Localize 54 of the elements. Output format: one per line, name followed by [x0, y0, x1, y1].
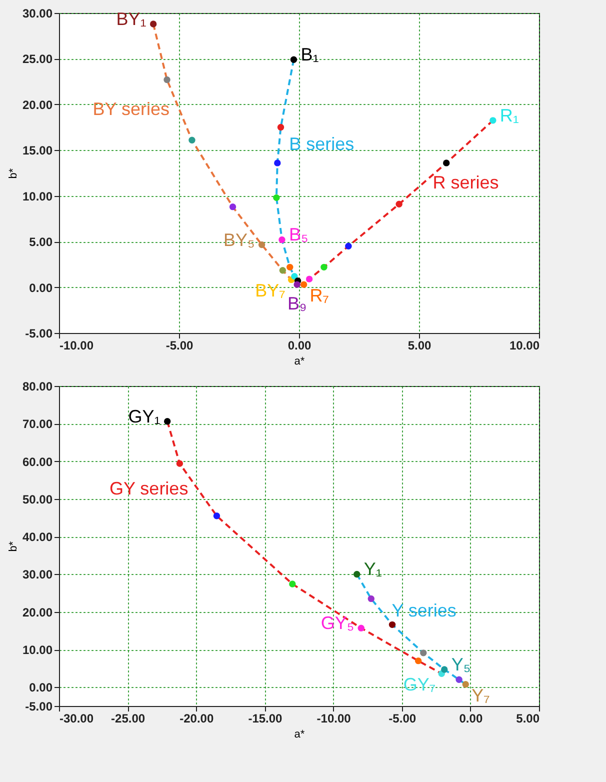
- data-label: BY₁: [116, 8, 146, 29]
- y-tick-label: 25.00: [22, 52, 53, 66]
- series-label: R series: [432, 172, 499, 193]
- x-tick-label: -5.00: [388, 712, 416, 726]
- y-tick-label: 15.00: [22, 144, 53, 158]
- x-tick-label: 10.00: [509, 338, 540, 352]
- y-tick-label: 50.00: [22, 492, 53, 506]
- x-axis-title: a*: [294, 356, 306, 368]
- data-label: BY₅: [224, 230, 255, 250]
- y-tick-label: 20.00: [22, 605, 53, 620]
- y-tick-label: -5.00: [25, 326, 53, 340]
- x-tick-label: -15.00: [248, 712, 283, 726]
- data-label: GY₅: [320, 613, 354, 634]
- data-label: B₉: [288, 294, 307, 314]
- y-tick-label: 60.00: [22, 454, 53, 469]
- y-axis-title: b*: [7, 168, 20, 179]
- series-label: B series: [289, 134, 354, 154]
- y-tick-label: -5.00: [25, 700, 53, 714]
- y-tick-label: 20.00: [22, 98, 53, 112]
- y-tick-label: 80.00: [22, 380, 53, 394]
- data-label: Y₇: [472, 685, 490, 706]
- x-tick-label: 0.00: [459, 712, 483, 726]
- x-tick-label: -25.00: [111, 712, 146, 726]
- y-tick-label: 0.00: [29, 280, 53, 295]
- series-label: GY series: [109, 478, 188, 499]
- data-label: R₁: [500, 105, 519, 126]
- y-tick-label: 10.00: [22, 643, 53, 658]
- data-label: R₇: [310, 286, 329, 306]
- x-axis-title: a*: [294, 728, 306, 740]
- x-tick-label: -10.00: [316, 712, 352, 726]
- data-label: B₁: [300, 44, 319, 65]
- y-tick-label: 70.00: [22, 417, 53, 432]
- x-tick-label: -10.00: [60, 338, 94, 352]
- y-tick-label: 40.00: [22, 530, 53, 544]
- data-label: GY₇: [403, 674, 436, 695]
- x-tick-label: 5.00: [516, 712, 540, 726]
- x-tick-label: 5.00: [408, 338, 432, 352]
- y-tick-label: 5.00: [29, 235, 53, 250]
- data-label: Y₅: [451, 654, 471, 674]
- y-tick-label: 10.00: [22, 189, 53, 204]
- x-tick-label: -30.00: [60, 712, 94, 726]
- y-tick-label: 30.00: [22, 568, 53, 582]
- y-tick-label: 0.00: [29, 680, 53, 695]
- series-label: BY series: [92, 98, 170, 119]
- data-label: GY₁: [128, 406, 160, 426]
- data-label: BY₇: [255, 280, 286, 301]
- series-label: Y series: [392, 600, 456, 621]
- data-label: Y₁: [364, 559, 382, 580]
- y-tick-label: 30.00: [22, 6, 53, 20]
- data-label: B₅: [288, 224, 308, 245]
- x-tick-label: -20.00: [180, 712, 214, 726]
- x-tick-label: -5.00: [166, 338, 194, 352]
- x-tick-label: 0.00: [288, 338, 312, 352]
- y-axis-title: b*: [7, 540, 20, 552]
